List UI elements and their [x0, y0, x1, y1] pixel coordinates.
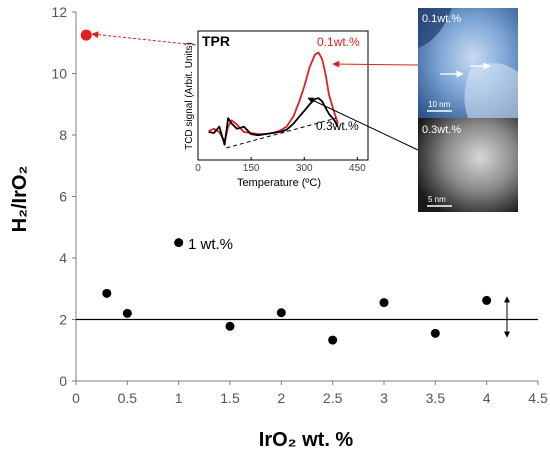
inset-series: [208, 51, 339, 146]
x-tick-label: 4: [483, 390, 491, 406]
series-label-01: 0.1wt.%: [317, 35, 360, 49]
x-tick-label: 4.5: [528, 390, 548, 406]
x-tick-label: 2.5: [323, 390, 343, 406]
micrograph-01-label: 0.1wt.%: [422, 13, 461, 25]
scatter-point: [225, 321, 235, 331]
scatter-point: [430, 328, 440, 338]
x-tick-label: 3: [380, 390, 388, 406]
tpr-series-01wt: [208, 51, 339, 143]
x-tick-label: 0.5: [118, 390, 138, 406]
x-tick-label: 0: [72, 390, 80, 406]
main-axes: 0 0.5 1 1.5 2 2.5 3 3.5 4 4.5 0 2 4 6 8 10 12: [51, 4, 548, 406]
inset-x-axis-title: Temperature (ºC): [237, 177, 321, 189]
x-tick-label: 1.5: [220, 390, 240, 406]
y-tick-label: 8: [59, 127, 67, 143]
scatter-point: [122, 308, 132, 318]
scatter-point: [276, 308, 286, 318]
scatter-point: [328, 335, 338, 345]
inset-baseline: [226, 117, 337, 149]
inset-x-tick-label: 450: [349, 163, 366, 174]
scatter-points: [80, 29, 492, 345]
micrograph-02: 0.3wt.% 5 nm: [418, 118, 518, 212]
scatter-point: [174, 238, 184, 248]
tpr-series-03wt: [208, 97, 339, 146]
annotation-1wt: 1 wt.%: [188, 236, 233, 253]
y-tick-label: 4: [59, 250, 67, 266]
x-tick-label: 2: [277, 390, 285, 406]
scatter-point: [379, 298, 389, 308]
inset-x-tick-label: 0: [195, 163, 201, 174]
micrograph-02-scale-label: 5 nm: [428, 195, 446, 204]
series-label-03: 0.3wt.%: [316, 119, 359, 133]
tpr-inset: TPR 0 150 300 450 Temperature (ºC) TCD sign…: [184, 30, 369, 189]
red-connector: [332, 60, 419, 68]
inset-title: TPR: [202, 33, 230, 49]
micrograph-02-label: 0.3wt.%: [422, 124, 461, 136]
scatter-point: [102, 288, 112, 298]
micrograph-01-scale-label: 10 nm: [428, 100, 451, 109]
y-tick-labels: 0 2 4 6 8 10 12: [51, 4, 76, 389]
y-tick-label: 12: [51, 4, 67, 20]
scatter-point-red: [80, 29, 92, 41]
micrograph-01: 0.1wt.% 10 nm: [418, 8, 518, 118]
y-tick-label: 6: [59, 189, 67, 205]
x-axis-title: IrO₂ wt. %: [259, 429, 354, 451]
y-tick-label: 10: [51, 66, 67, 82]
micrograph-02-image: [418, 118, 518, 212]
y-tick-label: 0: [59, 373, 67, 389]
y-axis-title: H₂/IrO₂: [9, 166, 31, 233]
inset-y-axis-title: TCD signal (Arbit. Units): [184, 42, 195, 150]
micrograph-01-texture: [418, 8, 452, 48]
inset-x-tick-label: 150: [243, 163, 260, 174]
y-tick-label: 2: [59, 312, 67, 328]
inset-x-tick-labels: 0 150 300 450: [195, 157, 366, 174]
inset-frame: [197, 30, 369, 161]
black-connector: [307, 97, 419, 151]
x-tick-label: 1: [175, 390, 183, 406]
scatter-point: [482, 295, 492, 305]
x-tick-labels: 0 0.5 1 1.5 2 2.5 3 3.5 4 4.5: [72, 381, 548, 406]
inset-x-tick-label: 300: [296, 163, 313, 174]
x-tick-label: 3.5: [426, 390, 446, 406]
